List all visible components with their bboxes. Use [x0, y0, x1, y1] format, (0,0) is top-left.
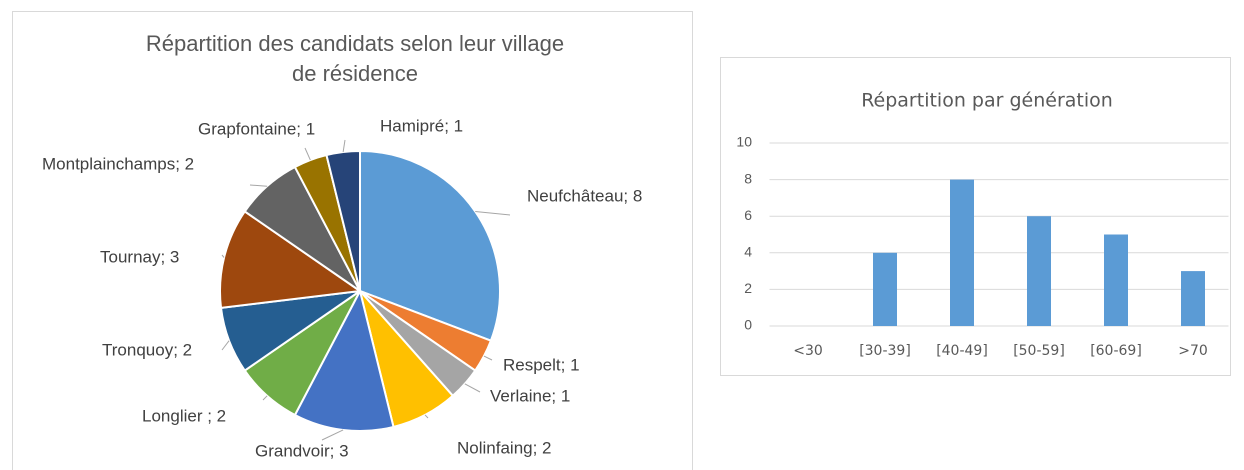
y-tick-label: 10: [736, 134, 752, 150]
x-tick-label: [40-49]: [936, 343, 988, 359]
bar: [1181, 271, 1205, 326]
bar: [950, 179, 974, 326]
bar: [1027, 216, 1051, 326]
data-label: Longlier ; 2: [142, 406, 226, 425]
y-tick-label: 2: [744, 280, 752, 296]
data-label: Montplainchamps; 2: [42, 154, 194, 173]
y-tick-label: 6: [744, 207, 752, 223]
y-tick-label: 8: [744, 170, 752, 186]
pie-slice: [359, 149, 501, 342]
leader-line: [475, 210, 511, 216]
leader-line: [342, 139, 346, 153]
leader-line: [483, 355, 493, 361]
data-label: Nolinfaing; 2: [457, 438, 552, 457]
pie-title: de résidence: [292, 61, 418, 86]
x-tick-label: <30: [793, 343, 823, 359]
leader-line: [221, 254, 225, 258]
leader-line: [249, 184, 268, 187]
leader-line: [464, 383, 481, 393]
x-tick-label: [30-39]: [859, 343, 911, 359]
x-tick-label: [60-69]: [1090, 343, 1142, 359]
y-tick-label: 4: [744, 244, 752, 260]
bar: [1104, 234, 1128, 326]
data-label: Respelt; 1: [503, 355, 580, 374]
x-tick-label: >70: [1178, 343, 1208, 359]
leader-line: [262, 395, 268, 401]
pie-slice: [219, 210, 363, 309]
x-tick-label: [50-59]: [1013, 343, 1065, 359]
bar-title: Répartition par génération: [861, 90, 1113, 112]
y-tick-label: 0: [744, 317, 752, 333]
data-label: Hamipré; 1: [380, 116, 463, 135]
data-label: Verlaine; 1: [490, 386, 570, 405]
bar: [873, 252, 897, 326]
pie-slice: [293, 288, 395, 432]
pie-title: Répartition des candidats selon leur vil…: [146, 31, 564, 56]
leader-line: [221, 340, 230, 351]
data-label: Tronquoy; 2: [102, 340, 192, 359]
leader-line: [304, 147, 311, 161]
leader-line: [424, 414, 429, 419]
leader-line: [321, 429, 344, 441]
data-label: Grapfontaine; 1: [198, 119, 315, 138]
data-label: Neufchâteau; 8: [527, 186, 642, 205]
data-label: Grandvoir; 3: [255, 441, 349, 460]
data-label: Tournay; 3: [100, 247, 179, 266]
